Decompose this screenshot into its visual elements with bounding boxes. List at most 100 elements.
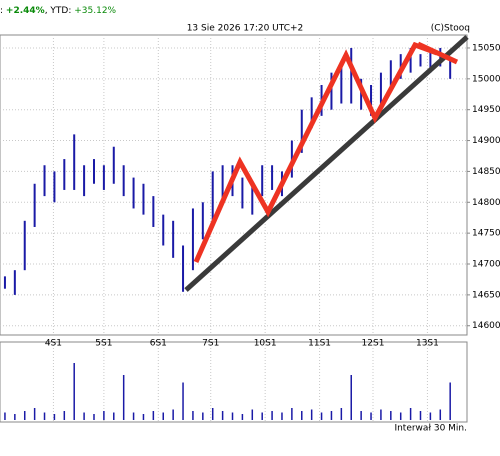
y-tick-label: 150000: [472, 74, 500, 84]
candle: [191, 208, 194, 271]
volume-bar: [320, 412, 323, 420]
volume-bar: [271, 411, 273, 420]
volume-bar: [73, 363, 75, 420]
candle: [102, 165, 105, 190]
volume-bar: [122, 375, 125, 420]
y-tick-label: 149000: [472, 136, 500, 146]
candle: [132, 177, 135, 209]
y-tick-label: 146500: [472, 290, 500, 300]
volume-bar: [231, 412, 234, 420]
volume-bar: [132, 412, 135, 420]
volume-bar: [310, 409, 313, 420]
volume-bar: [4, 412, 6, 420]
volume-bar: [93, 414, 95, 420]
candle: [142, 183, 145, 215]
volume-bar: [340, 408, 343, 420]
volume-bar: [350, 375, 352, 420]
x-tick-label: 13S1: [416, 339, 439, 349]
candle: [439, 47, 442, 67]
candle: [63, 159, 66, 190]
candle: [211, 171, 214, 221]
y-tick-label: 147500: [472, 229, 500, 239]
y-tick-label: 146000: [472, 321, 500, 331]
volume-bar: [429, 412, 432, 420]
candle: [251, 183, 254, 215]
volume-bar: [301, 411, 303, 420]
candle: [172, 220, 175, 258]
volume-bar: [330, 411, 333, 420]
volume-bar: [142, 414, 145, 420]
y-tick-label: 148500: [472, 167, 500, 177]
candle: [340, 66, 343, 104]
date: 13 Sie 2026 17:20 UTC+2: [187, 24, 304, 34]
volume-bar: [221, 411, 224, 420]
candle: [162, 214, 165, 246]
volume-bar: [162, 412, 165, 420]
candle: [23, 220, 26, 271]
header-change: : +2.44%, YTD: +35.12%: [0, 6, 117, 16]
ytd: +35.12%: [74, 6, 116, 16]
candle: [261, 165, 264, 197]
candle: [449, 60, 452, 79]
plot-frame: [0, 34, 468, 336]
candle: [429, 47, 432, 73]
volume-bar: [172, 409, 174, 420]
change: +2.44%: [6, 6, 45, 16]
volume-bar: [43, 412, 46, 420]
prefix: :: [0, 6, 3, 16]
candle: [370, 85, 373, 116]
ytd-label: , YTD:: [45, 6, 72, 16]
candle: [350, 47, 353, 104]
volume-bar: [63, 411, 66, 420]
candle: [310, 97, 313, 129]
candle: [3, 276, 6, 289]
interval: Interwał 30 Min.: [394, 424, 467, 434]
candle: [271, 165, 274, 190]
y-tick-label: 147000: [472, 260, 500, 270]
candle: [330, 72, 333, 110]
candle: [409, 47, 412, 73]
volume-bar: [33, 408, 36, 420]
candle: [152, 196, 155, 227]
candle: [221, 165, 224, 203]
volume-bar: [103, 411, 105, 420]
candle: [201, 202, 204, 240]
volume-bar: [390, 411, 392, 420]
x-tick-label: 5S1: [95, 339, 112, 349]
volume-bar: [261, 412, 263, 420]
y-tick-label: 149500: [472, 105, 500, 115]
volume-bar: [23, 411, 26, 420]
candle: [73, 134, 76, 190]
volume-bar: [409, 408, 412, 420]
candle: [300, 109, 303, 153]
volume-bar: [113, 412, 115, 420]
trend-line: [184, 35, 469, 292]
candle: [379, 72, 382, 104]
volume-bar: [241, 414, 244, 420]
volume-bar: [83, 412, 85, 420]
candle: [33, 183, 36, 227]
candle: [92, 159, 95, 184]
x-tick-label: 6S1: [150, 339, 167, 349]
x-tick-label: 10S1: [254, 339, 277, 349]
volume-bar: [399, 412, 402, 420]
x-tick-label: 7S1: [202, 339, 219, 349]
y-tick-label: 148000: [472, 198, 500, 208]
candle: [182, 245, 185, 292]
x-tick-label: 4S1: [45, 339, 62, 349]
candle: [389, 60, 392, 92]
candle: [360, 78, 363, 110]
volume-bar: [182, 382, 184, 420]
candle: [122, 165, 125, 197]
volume-bar: [211, 408, 214, 420]
volume-bar: [202, 412, 204, 420]
volume-bar: [152, 411, 155, 420]
volume-bar: [291, 408, 293, 420]
volume-bar: [360, 411, 362, 420]
candle: [43, 165, 46, 197]
volume-bar: [53, 414, 56, 420]
volume-bar: [439, 409, 442, 420]
candle: [13, 270, 16, 295]
candle: [419, 54, 422, 67]
